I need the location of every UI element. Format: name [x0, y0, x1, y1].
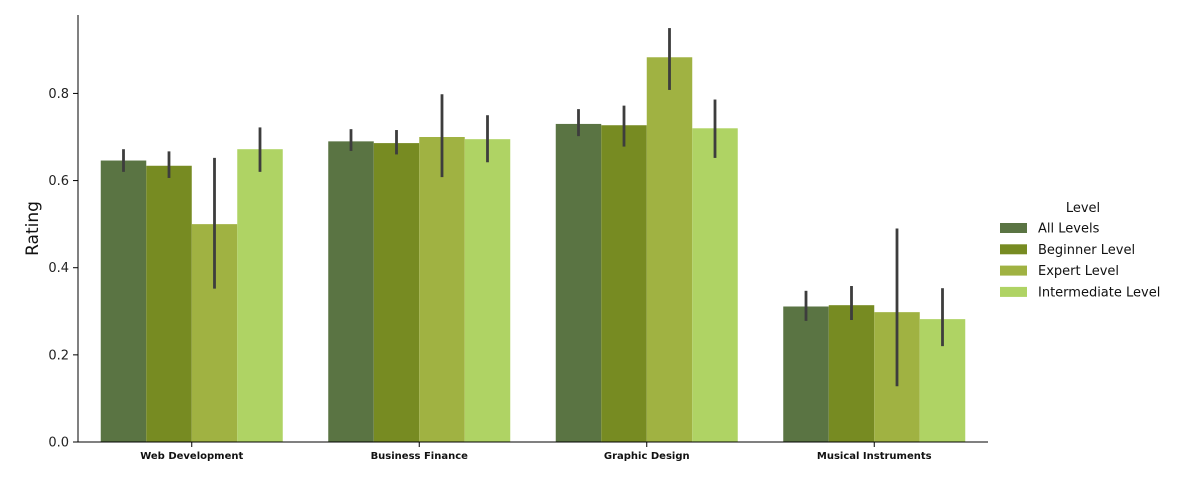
- legend-swatch: [1000, 223, 1027, 233]
- bar-all-levels-3: [783, 306, 829, 442]
- bar-all-levels-0: [100, 160, 147, 442]
- bar-expert-level-1: [419, 137, 465, 442]
- legend-label: All Levels: [1038, 222, 1100, 237]
- bar-intermediate-level-0: [237, 149, 283, 442]
- y-tick-label: 0.8: [48, 87, 69, 102]
- y-tick-label: 0.0: [48, 436, 69, 451]
- legend-label: Intermediate Level: [1038, 285, 1160, 300]
- bar-all-levels-2: [555, 123, 602, 442]
- y-ticks-layer: 0.0 0.2 0.4 0.6 0.8: [48, 87, 78, 451]
- bar-beginner-level-0: [146, 165, 192, 442]
- y-tick-label: 0.6: [48, 174, 69, 189]
- legend-swatch: [1000, 244, 1027, 255]
- x-ticks-layer: Web Development Business Finance Graphic D…: [140, 442, 932, 462]
- bar-all-levels-1: [328, 141, 374, 442]
- bars-layer: [100, 57, 966, 443]
- legend-swatch: [1000, 286, 1027, 297]
- bar-beginner-level-2: [601, 125, 647, 442]
- legend-title: Level: [1066, 201, 1100, 216]
- x-tick-label: Business Finance: [371, 451, 469, 462]
- x-tick-label: Musical Instruments: [817, 451, 932, 462]
- legend-label: Beginner Level: [1038, 243, 1135, 258]
- bar-intermediate-level-2: [692, 128, 738, 443]
- y-tick-label: 0.4: [48, 261, 69, 276]
- x-tick-label: Graphic Design: [604, 451, 690, 462]
- legend-swatch: [1000, 265, 1027, 276]
- y-axis-title: Rating: [23, 201, 43, 256]
- x-tick-label: Web Development: [140, 451, 243, 462]
- legend: Level All Levels Beginner Level Expert Lev…: [1000, 201, 1160, 300]
- legend-label: Expert Level: [1038, 264, 1119, 279]
- bar-expert-level-2: [646, 57, 693, 443]
- error-bars-layer: [122, 28, 944, 387]
- bar-beginner-level-1: [373, 143, 420, 442]
- y-tick-label: 0.2: [48, 348, 69, 363]
- bar-intermediate-level-1: [464, 139, 511, 442]
- axes-layer: [77, 15, 988, 443]
- bar-beginner-level-3: [828, 305, 875, 442]
